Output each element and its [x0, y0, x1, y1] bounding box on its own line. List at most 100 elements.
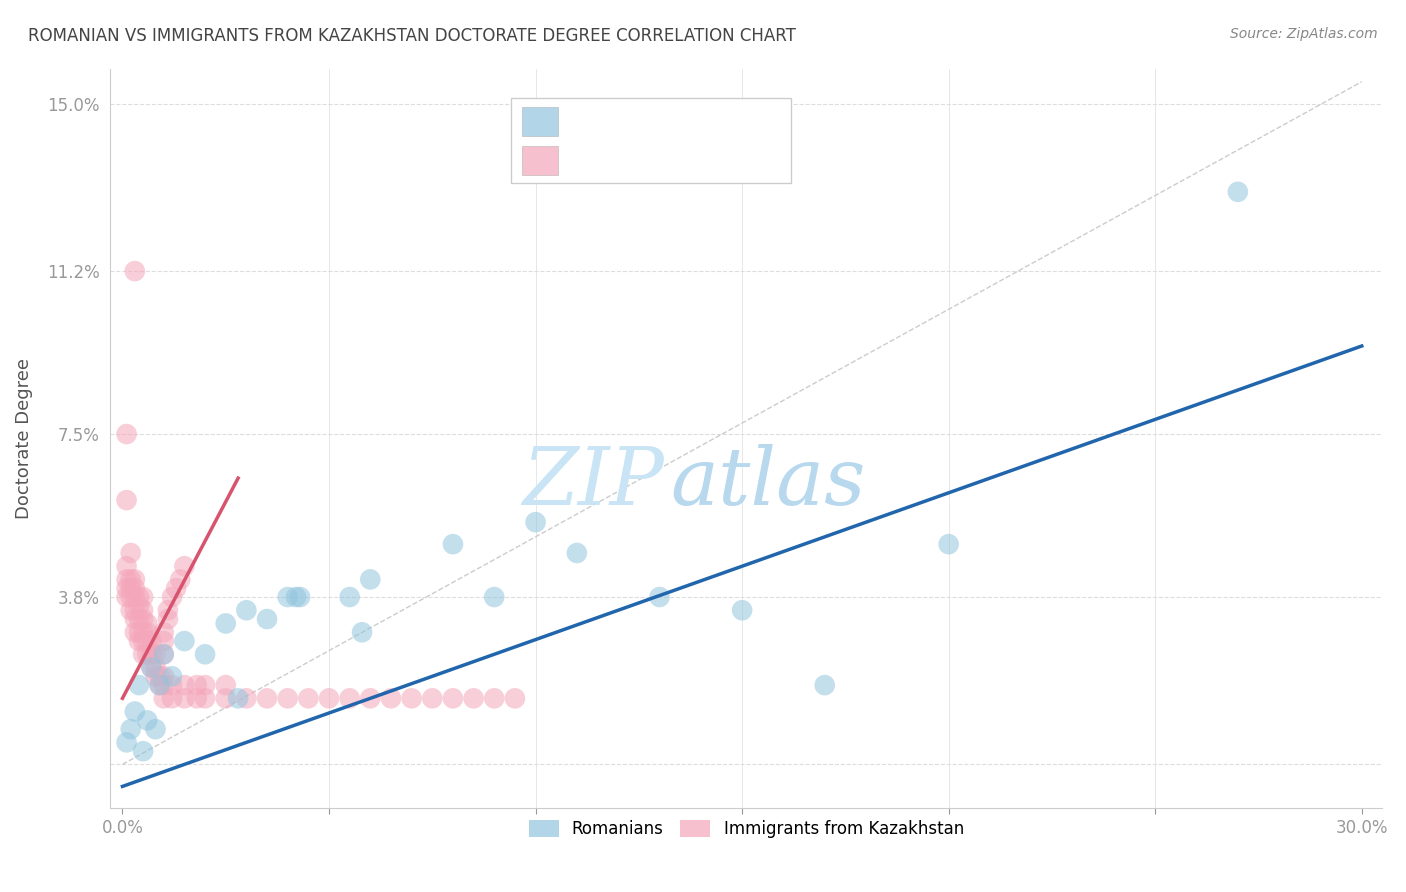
Point — [128, 590, 150, 604]
Point — [124, 264, 146, 278]
Point — [115, 559, 138, 574]
Point — [128, 634, 150, 648]
Point — [145, 669, 167, 683]
Point — [359, 573, 381, 587]
Point — [339, 590, 361, 604]
Point — [173, 678, 195, 692]
Point — [173, 559, 195, 574]
Point — [152, 634, 174, 648]
Point — [120, 546, 142, 560]
Point — [124, 573, 146, 587]
Point — [141, 648, 163, 662]
Point — [132, 625, 155, 640]
Point — [115, 493, 138, 508]
Point — [128, 612, 150, 626]
Point — [120, 603, 142, 617]
Point — [136, 714, 159, 728]
Point — [152, 648, 174, 662]
Point — [420, 691, 443, 706]
Point — [1226, 185, 1249, 199]
Point — [136, 634, 159, 648]
Point — [124, 581, 146, 595]
Point — [156, 612, 179, 626]
Text: ROMANIAN VS IMMIGRANTS FROM KAZAKHSTAN DOCTORATE DEGREE CORRELATION CHART: ROMANIAN VS IMMIGRANTS FROM KAZAKHSTAN D… — [28, 27, 796, 45]
Point — [132, 648, 155, 662]
Point — [284, 590, 307, 604]
Point — [463, 691, 485, 706]
Point — [124, 603, 146, 617]
Point — [136, 648, 159, 662]
Point — [235, 691, 257, 706]
Point — [124, 705, 146, 719]
Point — [352, 625, 374, 640]
Point — [160, 669, 183, 683]
Point — [318, 691, 340, 706]
Text: atlas: atlas — [669, 444, 865, 522]
Point — [288, 590, 311, 604]
Point — [141, 660, 163, 674]
Point — [524, 515, 547, 529]
Point — [173, 691, 195, 706]
Point — [160, 691, 183, 706]
Point — [120, 581, 142, 595]
Point — [359, 691, 381, 706]
Point — [484, 590, 506, 604]
Point — [115, 573, 138, 587]
Point — [277, 590, 299, 604]
Point — [149, 669, 172, 683]
Text: Source: ZipAtlas.com: Source: ZipAtlas.com — [1230, 27, 1378, 41]
Point — [145, 660, 167, 674]
Point — [731, 603, 754, 617]
Point — [128, 678, 150, 692]
Point — [120, 722, 142, 736]
Point — [186, 678, 208, 692]
Point — [149, 678, 172, 692]
Point — [115, 735, 138, 749]
Legend: Romanians, Immigrants from Kazakhstan: Romanians, Immigrants from Kazakhstan — [522, 813, 970, 845]
Point — [194, 691, 217, 706]
Point — [277, 691, 299, 706]
Point — [124, 612, 146, 626]
Point — [173, 634, 195, 648]
Point — [128, 625, 150, 640]
Point — [215, 678, 238, 692]
Point — [226, 691, 249, 706]
Point — [215, 616, 238, 631]
Point — [297, 691, 319, 706]
Point — [194, 648, 217, 662]
Point — [194, 678, 217, 692]
Point — [503, 691, 526, 706]
Point — [115, 590, 138, 604]
Point — [339, 691, 361, 706]
Point — [124, 590, 146, 604]
Point — [256, 691, 278, 706]
Point — [124, 625, 146, 640]
Point — [132, 612, 155, 626]
Point — [115, 581, 138, 595]
Text: ZIP: ZIP — [522, 444, 664, 522]
Point — [938, 537, 960, 551]
Point — [648, 590, 671, 604]
Point — [120, 573, 142, 587]
Point — [132, 634, 155, 648]
Point — [160, 590, 183, 604]
Point — [120, 590, 142, 604]
Point — [149, 678, 172, 692]
Point — [565, 546, 588, 560]
Point — [152, 678, 174, 692]
Point — [145, 722, 167, 736]
Point — [141, 660, 163, 674]
Point — [152, 648, 174, 662]
Point — [156, 603, 179, 617]
Point — [484, 691, 506, 706]
Point — [186, 691, 208, 706]
Point — [401, 691, 423, 706]
Point — [132, 744, 155, 758]
Point — [152, 691, 174, 706]
Point — [141, 634, 163, 648]
Point — [165, 581, 187, 595]
Point — [380, 691, 402, 706]
Point — [132, 603, 155, 617]
Point — [152, 625, 174, 640]
Point — [132, 590, 155, 604]
